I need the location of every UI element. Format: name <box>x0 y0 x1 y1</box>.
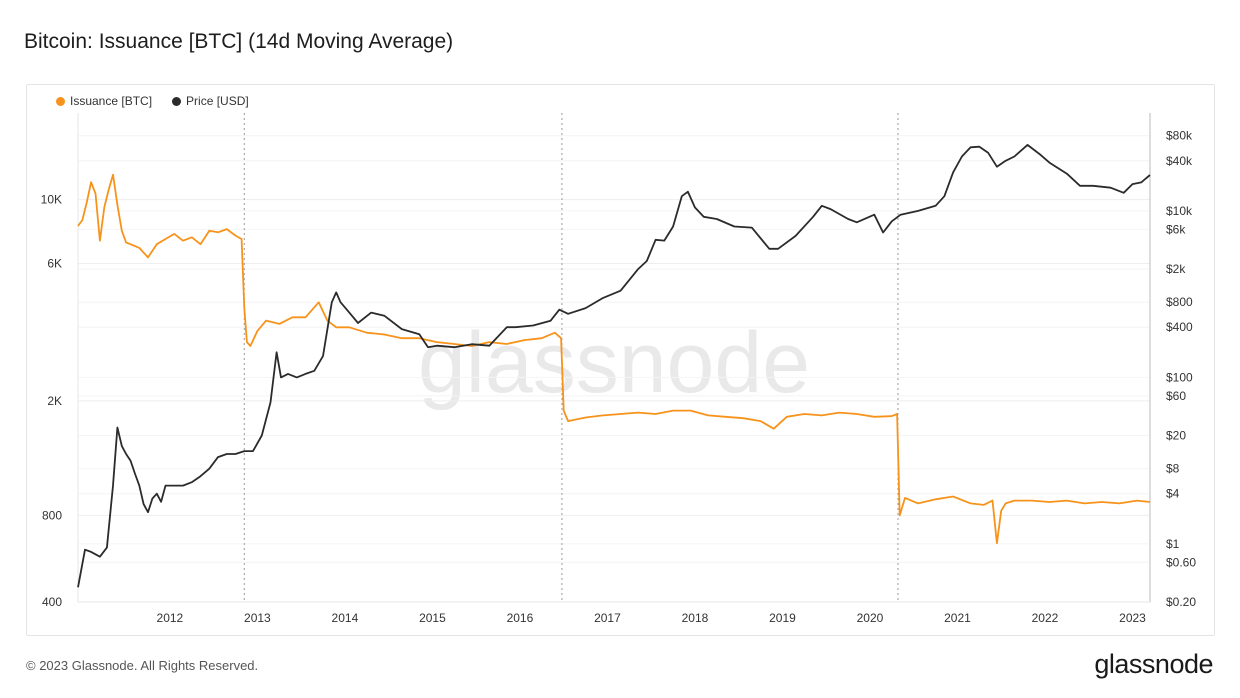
y-right-tick-label: $40k <box>1166 154 1193 168</box>
brand-logo[interactable]: glassnode <box>1094 649 1213 679</box>
y-left-tick-label: 6K <box>47 256 62 270</box>
series-line-price <box>77 143 1151 588</box>
y-left-tick-label: 800 <box>42 508 62 522</box>
legend-label-issuance: Issuance [BTC] <box>70 94 153 108</box>
y-right-tick-label: $60 <box>1166 389 1186 403</box>
y-right-tick-label: $800 <box>1166 295 1193 309</box>
y-left-tick-label: 10K <box>41 193 62 207</box>
chart-title: Bitcoin: Issuance [BTC] (14d Moving Aver… <box>24 30 454 53</box>
watermark-text: glassnode <box>418 315 810 411</box>
y-right-tick-label: $2k <box>1166 262 1186 276</box>
y-right-tick-label: $80k <box>1166 129 1193 143</box>
y-right-tick-label: $4 <box>1166 487 1180 501</box>
x-tick-label: 2022 <box>1032 611 1059 625</box>
y-right-tick-label: $10k <box>1166 204 1193 218</box>
y-left-tick-label: 400 <box>42 595 62 609</box>
x-tick-label: 2015 <box>419 611 446 625</box>
x-tick-label: 2013 <box>244 611 271 625</box>
x-tick-label: 2012 <box>157 611 184 625</box>
legend-swatch-issuance <box>56 96 65 106</box>
y-left-tick-label: 2K <box>47 394 62 408</box>
copyright-text: © 2023 Glassnode. All Rights Reserved. <box>26 658 259 673</box>
y-right-tick-label: $8 <box>1166 462 1180 476</box>
series-line-issuance <box>77 173 1151 545</box>
x-tick-label: 2023 <box>1119 611 1146 625</box>
y-right-tick-label: $1 <box>1166 537 1180 551</box>
y-right-tick-label: $0.20 <box>1166 595 1196 609</box>
legend-label-price: Price [USD] <box>186 94 249 108</box>
legend-swatch-price <box>172 96 182 106</box>
legend-item-issuance[interactable]: Issuance [BTC] <box>56 94 152 108</box>
x-tick-label: 2019 <box>769 611 796 625</box>
legend-item-price[interactable]: Price [USD] <box>172 94 249 108</box>
y-right-tick-label: $20 <box>1166 429 1186 443</box>
chart-legend: Issuance [BTC] Price [USD] <box>56 94 249 108</box>
y-right-tick-label: $100 <box>1166 370 1193 384</box>
x-tick-label: 2017 <box>594 611 621 625</box>
y-right-tick-label: $6k <box>1166 222 1186 236</box>
x-tick-label: 2020 <box>857 611 884 625</box>
y-right-tick-label: $0.60 <box>1166 555 1196 569</box>
y-right-tick-label: $400 <box>1166 320 1193 334</box>
x-tick-label: 2021 <box>944 611 971 625</box>
x-tick-label: 2018 <box>682 611 709 625</box>
x-tick-label: 2014 <box>332 611 359 625</box>
x-tick-label: 2016 <box>507 611 534 625</box>
